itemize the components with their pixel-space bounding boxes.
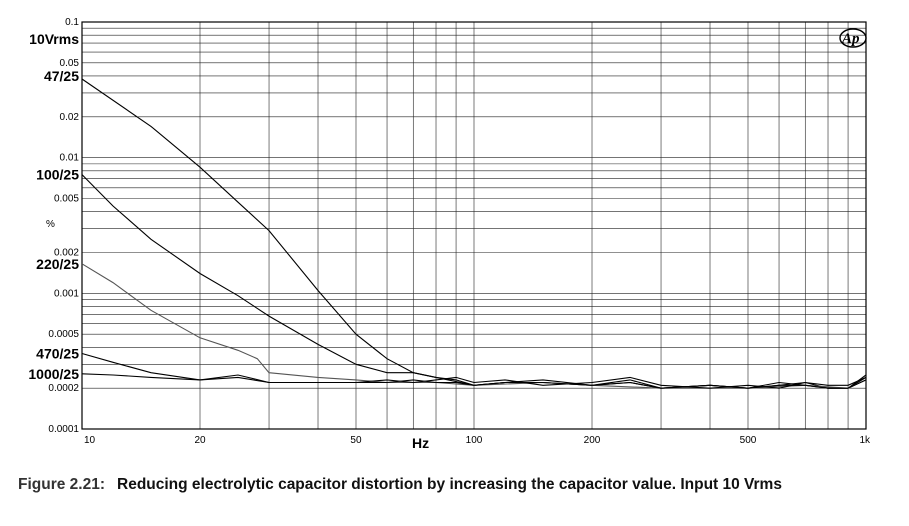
series-annotation: 1000/25 — [28, 366, 79, 382]
y-tick-label: 0.0001 — [48, 424, 79, 435]
x-tick-label: 1k — [859, 435, 871, 446]
y-tick-label: 0.002 — [54, 247, 79, 258]
series-annotation: 100/25 — [36, 167, 79, 183]
y-tick-label: 0.02 — [60, 112, 80, 123]
y-tick-label: 0.05 — [60, 58, 80, 69]
x-tick-label: 20 — [194, 435, 206, 446]
y-tick-label: 0.0002 — [48, 383, 79, 394]
ap-logo-text: Ap — [841, 31, 860, 47]
tick-labels: 0.1 0.05 0.02 0.01 0.005 0.002 0.001 0.0005 0.00… — [48, 17, 871, 446]
caption-text: Reducing electrolytic capacitor distorti… — [117, 476, 782, 493]
y-tick-label: 0.0005 — [48, 329, 79, 340]
figure-number: Figure 2.21: — [18, 476, 105, 493]
x-tick-label: 200 — [584, 435, 601, 446]
y-tick-label: 0.1 — [65, 17, 79, 28]
series-line-1000-25 — [81, 373, 867, 389]
y-tick-label: 0.005 — [54, 194, 79, 205]
plot-frame — [81, 21, 867, 430]
series-annotation: 47/25 — [44, 68, 79, 84]
y-tick-label: 0.001 — [54, 288, 79, 299]
series-annotations: 10Vrms 47/25 100/25 220/25 470/25 1000/25 — [28, 31, 79, 382]
y-tick-label: 0.01 — [60, 153, 80, 164]
x-tick-label: 10 — [84, 435, 96, 446]
series-line-470-25 — [81, 352, 867, 389]
series-annotation: 470/25 — [36, 346, 79, 362]
series-lines — [81, 78, 867, 389]
x-axis-title: Hz — [412, 435, 429, 451]
ap-logo: Ap — [839, 28, 867, 48]
thd-frequency-chart: 0.1 0.05 0.02 0.01 0.005 0.002 0.001 0.0005 0.00… — [28, 17, 871, 451]
x-tick-label: 50 — [350, 435, 362, 446]
x-tick-label: 500 — [740, 435, 757, 446]
y-axis-title: % — [46, 219, 55, 230]
grid — [81, 21, 867, 430]
figure-caption: Figure 2.21: Reducing electrolytic capaci… — [18, 474, 898, 495]
x-tick-label: 100 — [466, 435, 483, 446]
series-annotation: 10Vrms — [29, 31, 79, 47]
series-annotation: 220/25 — [36, 256, 79, 272]
